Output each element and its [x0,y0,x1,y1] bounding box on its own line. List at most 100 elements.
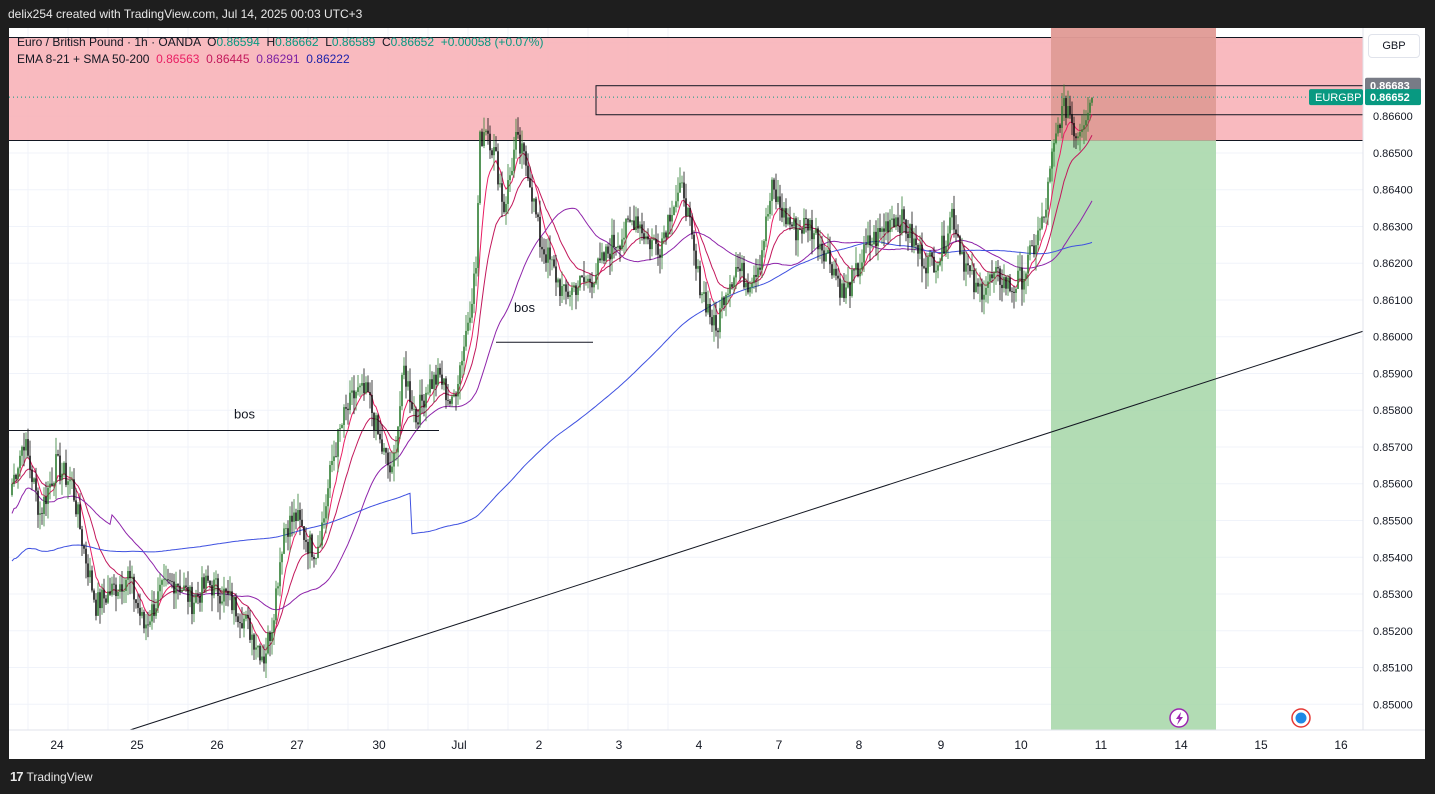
candle-body [353,390,355,399]
candle-body [1089,102,1091,113]
candle-body [955,229,957,235]
candle-body [413,408,415,410]
time-tick-label: 9 [938,738,945,752]
candle-body [923,266,925,268]
candle-body [971,270,973,272]
candle-body [553,259,555,267]
candle-body [313,556,315,560]
candle-body [863,244,865,263]
candle-body [779,196,781,208]
candle-body [315,557,317,560]
candle-body [991,274,993,279]
change-value: +0.00058 (+0.07%) [440,35,544,49]
candle-body [33,478,35,482]
candle-body [15,474,17,479]
ema8-line [11,114,1093,651]
candle-body [845,287,847,299]
candle-body [131,576,133,579]
candle-body [457,383,459,397]
candle-body [343,407,345,425]
candle-body [627,218,629,220]
candle-body [221,601,223,604]
indicator-name: EMA 8-21 + SMA 50-200 [17,52,150,66]
candle-body [589,278,591,283]
candle-body [169,580,171,582]
time-axis[interactable]: 24 25 26 27 30 Jul 2 3 4 7 8 9 10 11 14 15 16 [9,729,1425,759]
candle-body [139,607,141,616]
candle-body [335,456,337,458]
candle-body [619,245,621,250]
candle-body [387,452,389,466]
candle-body [983,294,985,300]
candle-body [575,285,577,295]
candle-body [1077,136,1079,139]
candle-body [847,282,849,288]
candle-body [279,562,281,587]
candle-body [531,187,533,202]
symbol-legend-row[interactable]: Euro / British Pound · 1h · OANDA O0.865… [17,34,543,51]
candle-body [677,192,679,202]
candle-body [1083,125,1085,130]
candle-body [601,252,603,261]
candle-body [793,218,795,227]
candle-body [891,218,893,220]
time-axis-bg [9,730,1425,759]
candle-body [657,243,659,255]
candle-body [441,374,443,385]
chart-panel[interactable]: Euro / British Pound · 1h · OANDA O0.865… [9,28,1425,759]
candle-body [679,182,681,193]
candle-body [741,262,743,272]
candle-body [597,258,599,275]
price-axis[interactable]: 0.85000 0.85100 0.85200 0.85300 0.85400 0.855… [1309,28,1425,759]
price-chart[interactable]: bos bos 0.85000 0.85100 0.85200 0.85300 0.854… [9,28,1425,759]
indicator-legend-row[interactable]: EMA 8-21 + SMA 50-200 0.86563 0.86445 0.… [17,51,543,68]
candle-body [21,446,23,456]
low-label: L [325,35,332,49]
candle-body [1067,105,1069,118]
candle-body [35,478,37,491]
candle-body [403,365,405,375]
candle-body [1061,106,1063,128]
candle-body [905,219,907,234]
candle-body [123,590,125,592]
candle-body [417,422,419,425]
candle-body [879,228,881,232]
time-tick-label: 25 [130,738,144,752]
close-label: C [381,35,391,49]
currency-button[interactable]: GBP [1368,34,1420,58]
candle-body [999,268,1001,285]
candle-body [585,281,587,283]
candle-body [23,446,25,451]
candle-body [581,275,583,278]
candle-body [877,228,879,246]
candle-body [811,219,813,240]
candle-body [937,265,939,271]
candle-body [181,590,183,593]
candle-body [43,496,45,514]
last-price-tag-label: 0.86652 [1370,92,1410,104]
candle-body [767,214,769,217]
candle-body [423,400,425,408]
candle-body [91,570,93,591]
candle-body [825,253,827,262]
tradingview-brand[interactable]: 17 TradingView [10,769,93,784]
candle-body [51,483,53,486]
candle-body [327,488,329,507]
candle-body [137,602,139,608]
candle-body [393,452,395,467]
candle-body [383,447,385,452]
price-tick-label: 0.85500 [1373,516,1413,528]
candle-body [463,346,465,361]
candle-body [329,465,331,489]
candle-body [611,234,613,260]
price-tick-label: 0.85900 [1373,368,1413,380]
candle-body [411,402,413,410]
candle-body [389,465,391,473]
sma200-value: 0.86222 [306,52,350,66]
candle-body [695,250,697,269]
candle-body [1013,291,1015,293]
candle-body [907,233,909,239]
candle-body [1087,112,1089,121]
candle-body [445,378,447,401]
chart-icons[interactable] [1169,708,1311,728]
